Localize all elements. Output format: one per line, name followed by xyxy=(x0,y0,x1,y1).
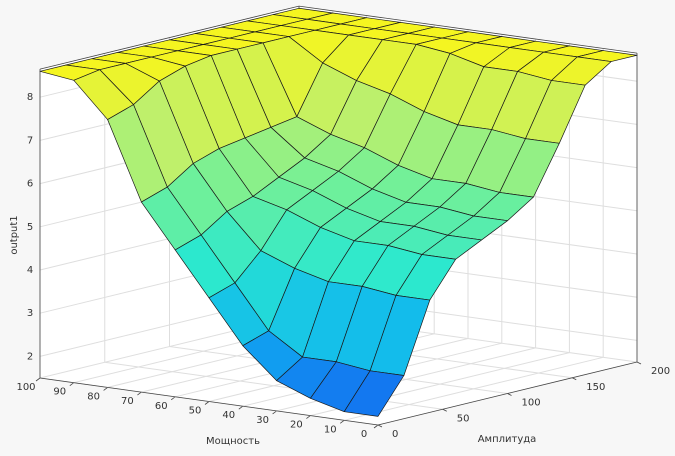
x-tick-label: 10 xyxy=(324,424,337,435)
tick-mark xyxy=(306,415,311,419)
z-tick-label: 2 xyxy=(27,351,33,362)
x-tick-label: 40 xyxy=(222,410,235,421)
z-tick-label: 3 xyxy=(27,308,33,319)
x-tick-label: 80 xyxy=(87,391,100,402)
x-tick-label: 20 xyxy=(290,420,303,431)
z-tick-label: 7 xyxy=(27,135,33,146)
y-axis-label: Амплитуда xyxy=(478,434,537,445)
tick-mark xyxy=(442,408,447,412)
tick-mark xyxy=(238,405,244,410)
z-tick-label: 4 xyxy=(27,265,33,276)
x-tick-label: 60 xyxy=(155,401,168,412)
tick-mark xyxy=(373,424,379,429)
axis-line xyxy=(298,5,638,54)
axis-line xyxy=(39,5,300,70)
z-tick-label: 5 xyxy=(27,222,33,233)
axis-line xyxy=(377,361,638,426)
y-tick-label: 100 xyxy=(522,398,541,409)
tick-mark xyxy=(137,391,142,396)
tick-mark xyxy=(103,387,108,391)
surface-cell xyxy=(343,370,405,417)
y-tick-label: 150 xyxy=(586,382,605,393)
tick-mark xyxy=(572,377,577,381)
tick-mark xyxy=(507,393,512,396)
z-axis-label: output1 xyxy=(9,215,20,254)
y-tick-label: 0 xyxy=(392,429,398,440)
x-axis-label: Мощность xyxy=(206,436,260,447)
tick-mark xyxy=(272,410,277,415)
tick-mark xyxy=(636,361,642,365)
tick-mark xyxy=(35,377,41,382)
tick-mark xyxy=(170,396,176,401)
x-tick-label: 90 xyxy=(53,387,66,398)
y-tick-label: 200 xyxy=(651,366,670,377)
tick-mark xyxy=(377,424,383,428)
z-tick-label: 8 xyxy=(27,92,33,103)
x-tick-label: 30 xyxy=(256,415,269,426)
y-tick-label: 50 xyxy=(457,413,470,424)
x-tick-label: 70 xyxy=(121,396,134,407)
x-tick-label: 50 xyxy=(189,406,202,417)
tick-mark xyxy=(204,401,210,405)
tick-mark xyxy=(339,419,345,424)
z-tick-label: 6 xyxy=(27,179,33,190)
x-tick-label: 0 xyxy=(361,429,367,440)
tick-mark xyxy=(69,382,75,387)
axis-line xyxy=(39,377,379,426)
x-tick-label: 100 xyxy=(16,382,35,393)
